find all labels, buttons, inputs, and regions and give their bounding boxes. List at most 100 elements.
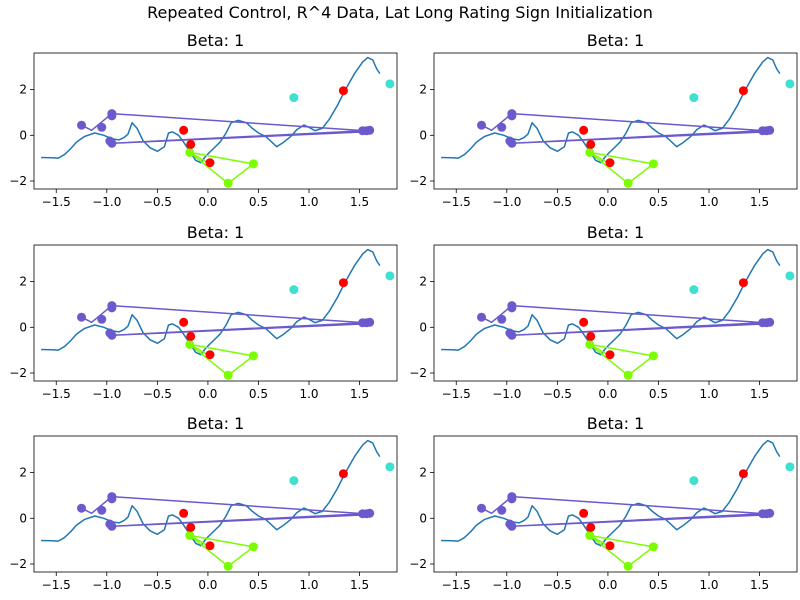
x-tick-label: −0.5 [143, 578, 172, 592]
x-tick-label: −0.5 [543, 387, 572, 401]
cyan-point [689, 285, 699, 295]
x-tick-label: 0.0 [598, 387, 617, 401]
cyan-point [785, 79, 795, 89]
y-tick-label: 2 [19, 83, 27, 97]
purple-point [365, 317, 375, 327]
red-point [605, 541, 615, 551]
subplot: Beta: 1 −1.5 −1.0 −0.5 0.0 0.5 1.0 1.5 −2 0 2 [409, 414, 798, 592]
plot-frame [33, 52, 398, 190]
purple-point [97, 505, 107, 515]
curve-line [441, 56, 781, 164]
purple-path [481, 495, 768, 528]
y-tick-label: −2 [9, 366, 27, 380]
purple-point [507, 521, 517, 531]
x-tick-label: 1.5 [350, 387, 369, 401]
green-path [188, 151, 255, 185]
purple-point [497, 505, 507, 515]
y-tick-label: 2 [419, 466, 427, 480]
green-point [585, 530, 595, 540]
y-tick-label: 2 [419, 83, 427, 97]
y-tick-label: 2 [19, 275, 27, 289]
purple-point [507, 111, 517, 121]
green-path [188, 534, 255, 568]
purple-point [765, 317, 775, 327]
x-tick-label: 0.0 [198, 578, 217, 592]
purple-point [507, 303, 517, 313]
purple-point [477, 503, 487, 513]
red-point [738, 278, 748, 288]
x-tick-label: −1.5 [442, 195, 471, 209]
purple-point [107, 138, 117, 148]
red-point [579, 317, 589, 327]
x-tick-label: −1.5 [442, 387, 471, 401]
curve-line [41, 439, 381, 547]
red-point [205, 158, 215, 168]
plot-frame [433, 244, 798, 382]
green-path [588, 534, 655, 568]
x-tick-label: 1.0 [699, 195, 718, 209]
x-tick-label: 1.5 [750, 195, 769, 209]
red-point [586, 331, 596, 341]
purple-point [507, 330, 517, 340]
x-tick-label: −0.5 [143, 387, 172, 401]
purple-point [97, 314, 107, 324]
x-tick-label: −1.0 [92, 387, 121, 401]
subplot-title: Beta: 1 [187, 414, 245, 433]
x-tick-label: 0.0 [198, 195, 217, 209]
y-tick-label: 0 [19, 511, 27, 525]
purple-point [365, 508, 375, 518]
red-point [186, 522, 196, 532]
x-tick-label: 1.0 [299, 387, 318, 401]
purple-path [481, 112, 768, 145]
x-tick-label: 1.0 [299, 578, 318, 592]
green-point [185, 339, 195, 349]
x-tick-label: 0.0 [198, 387, 217, 401]
x-tick-label: 0.0 [598, 578, 617, 592]
cyan-point [289, 476, 299, 486]
purple-point [497, 314, 507, 324]
curve-line [41, 248, 381, 356]
red-point [179, 317, 189, 327]
x-tick-label: 1.5 [750, 578, 769, 592]
green-path [188, 343, 255, 377]
subplot: Beta: 1 −1.5 −1.0 −0.5 0.0 0.5 1.0 1.5 −2 0 2 [9, 223, 398, 401]
green-point [185, 147, 195, 157]
curve-line [41, 56, 381, 164]
red-point [179, 508, 189, 518]
subplot: Beta: 1 −1.5 −1.0 −0.5 0.0 0.5 1.0 1.5 −2 0 2 [409, 223, 798, 401]
purple-point [507, 138, 517, 148]
x-tick-label: 0.5 [649, 578, 668, 592]
red-point [338, 86, 348, 96]
x-tick-label: −1.5 [42, 387, 71, 401]
purple-point [77, 312, 87, 322]
plot-frame [33, 435, 398, 573]
cyan-point [385, 79, 395, 89]
red-point [605, 350, 615, 360]
green-point [623, 370, 633, 380]
cyan-point [785, 271, 795, 281]
x-tick-label: −1.0 [492, 387, 521, 401]
purple-point [107, 111, 117, 121]
purple-point [477, 312, 487, 322]
x-tick-label: −0.5 [143, 195, 172, 209]
purple-point [107, 494, 117, 504]
purple-path [81, 495, 368, 528]
plot-frame [433, 435, 798, 573]
x-tick-label: −1.5 [42, 195, 71, 209]
green-point [648, 351, 658, 361]
y-tick-label: 2 [419, 275, 427, 289]
purple-path [81, 112, 368, 145]
plot-frame [433, 52, 798, 190]
curve-line [441, 248, 781, 356]
cyan-point [689, 93, 699, 103]
cyan-point [385, 271, 395, 281]
red-point [338, 469, 348, 479]
cyan-point [689, 476, 699, 486]
green-point [185, 530, 195, 540]
green-point [223, 561, 233, 571]
y-tick-label: −2 [409, 174, 427, 188]
y-tick-label: 0 [419, 511, 427, 525]
purple-point [97, 122, 107, 132]
red-point [738, 86, 748, 96]
green-path [588, 151, 655, 185]
